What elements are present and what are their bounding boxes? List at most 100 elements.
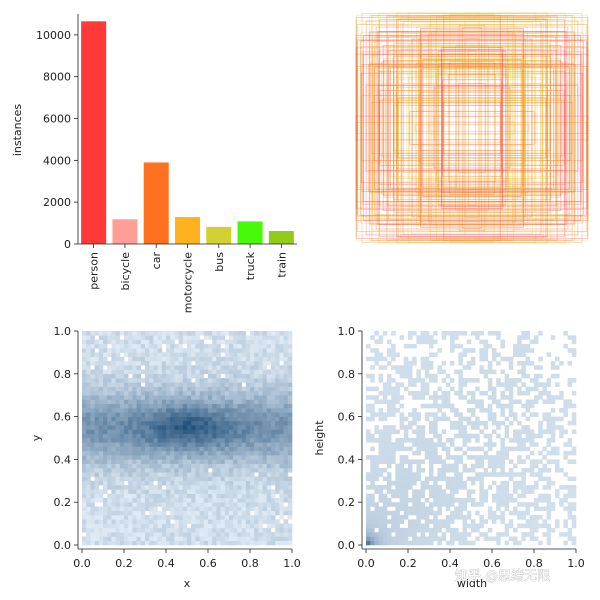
heatmap-cell — [508, 382, 514, 387]
heatmap-cell — [191, 420, 196, 426]
heatmap-cell — [387, 463, 392, 469]
heatmap-cell — [496, 515, 501, 520]
heatmap-cell — [187, 540, 192, 546]
heatmap-cell — [82, 331, 87, 336]
heatmap-cell — [454, 485, 459, 490]
heatmap-cell — [513, 348, 518, 353]
overlay-box — [372, 52, 572, 204]
heatmap-cell — [466, 489, 472, 494]
heatmap-cell — [416, 339, 421, 345]
heatmap-cell — [387, 360, 392, 366]
heatmap-cell — [182, 446, 188, 452]
heatmap-cell — [136, 532, 142, 537]
heatmap-cell — [483, 420, 489, 426]
heatmap-cell — [119, 416, 125, 422]
heatmap-cell — [107, 416, 112, 422]
heatmap-cell — [542, 416, 547, 422]
heatmap-cell — [98, 412, 104, 417]
heatmap-cell — [170, 540, 175, 546]
overlay-box — [396, 74, 548, 182]
heatmap-cell — [563, 540, 568, 546]
heatmap-cell — [233, 459, 238, 464]
heatmap-cell — [567, 459, 573, 464]
heatmap-cell — [115, 515, 121, 520]
heatmap-cell — [254, 429, 259, 435]
heatmap-cell — [445, 450, 451, 456]
heatmap-cell — [195, 360, 200, 366]
heatmap-cell — [458, 497, 463, 503]
heatmap-cell — [466, 476, 472, 482]
heatmap-cell — [487, 382, 493, 387]
heatmap-cell — [370, 497, 375, 503]
heatmap-cell — [103, 369, 108, 375]
heatmap-cell — [111, 373, 116, 379]
heatmap-cell — [124, 382, 129, 387]
heatmap-cell — [132, 463, 137, 469]
heatmap-cell — [86, 472, 91, 477]
heatmap-cell — [161, 493, 167, 499]
heatmap-cell — [433, 412, 438, 417]
heatmap-cell — [454, 510, 459, 516]
heatmap-cell — [107, 480, 112, 486]
heatmap-cell — [462, 480, 468, 486]
heatmap-cell — [479, 455, 484, 460]
heatmap-cell — [466, 399, 472, 405]
heatmap-cell — [208, 425, 213, 430]
heatmap-cell — [161, 365, 167, 370]
heatmap-cell — [107, 373, 112, 379]
heatmap-cell — [370, 438, 375, 443]
heatmap-cell — [166, 339, 171, 345]
heatmap-cell — [161, 510, 167, 516]
heatmap-cell — [458, 476, 463, 482]
heatmap-cell — [86, 450, 91, 456]
heatmap-cell — [191, 467, 196, 473]
overlay-box — [431, 31, 513, 225]
heatmap-cell — [94, 412, 100, 417]
heatmap-cell — [170, 476, 175, 482]
heatmap-cell — [153, 386, 158, 392]
heatmap-cell — [241, 442, 247, 447]
heatmap-cell — [166, 382, 171, 387]
heatmap-cell — [508, 403, 514, 409]
heatmap-cell — [429, 476, 434, 482]
heatmap-cell — [387, 536, 392, 542]
heatmap-cell — [538, 331, 543, 336]
heatmap-cell — [220, 425, 226, 430]
heatmap-cell — [542, 463, 547, 469]
heatmap-cell — [266, 331, 272, 336]
heatmap-cell — [458, 343, 463, 349]
heatmap-cell — [241, 502, 247, 507]
heatmap-cell — [408, 463, 413, 469]
overlay-box — [433, 85, 511, 171]
heatmap-cell — [258, 360, 263, 366]
heatmap-cell — [546, 536, 552, 542]
heatmap-cell — [462, 450, 468, 456]
heatmap-cell — [454, 463, 459, 469]
heatmap-cell — [178, 502, 184, 507]
heatmap-cell — [370, 472, 375, 477]
y-tick-label: 0.0 — [54, 539, 72, 552]
heatmap-cell — [571, 420, 577, 426]
heatmap-cell — [479, 429, 484, 435]
heatmap-cell — [437, 365, 442, 370]
heatmap-cell — [174, 429, 179, 435]
heatmap-cell — [441, 403, 447, 409]
heatmap-cell — [492, 356, 497, 362]
overlay-box — [379, 89, 565, 167]
heatmap-cell — [128, 510, 133, 516]
heatmap-cell — [111, 360, 116, 366]
heatmap-cell — [153, 373, 158, 379]
heatmap-cell — [170, 390, 175, 396]
heatmap-cell — [199, 395, 205, 400]
heatmap-cell — [487, 485, 493, 490]
heatmap-cell — [458, 360, 463, 366]
heatmap-cell — [203, 382, 209, 387]
heatmap-cell — [466, 348, 472, 353]
heatmap-cell — [170, 416, 175, 422]
heatmap-cell — [424, 536, 430, 542]
heatmap-cell — [271, 493, 276, 499]
overlay-box — [442, 101, 502, 155]
heatmap-cell — [287, 335, 293, 340]
heatmap-cell — [262, 489, 268, 494]
heatmap-cell — [271, 373, 276, 379]
